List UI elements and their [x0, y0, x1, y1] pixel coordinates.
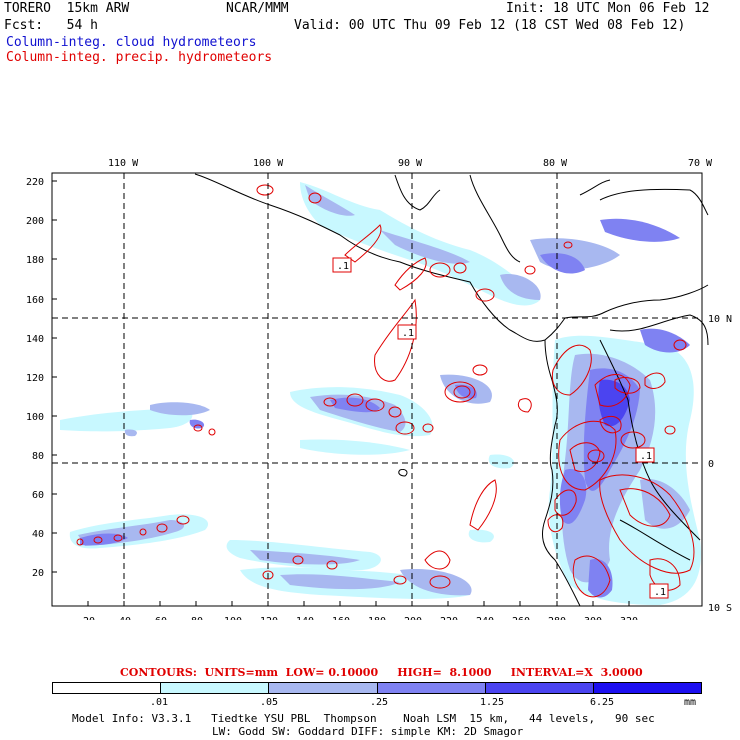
color-bar-units: mm [684, 697, 697, 708]
x-tick-label: 220 [440, 616, 458, 620]
contour-label: .1 [402, 328, 414, 339]
valid-time: Valid: 00 UTC Thu 09 Feb 12 (18 CST Wed … [294, 18, 686, 33]
x-tick-label: 20 [83, 616, 95, 620]
y-tick-label: 180 [26, 255, 44, 266]
coastlines [194, 173, 709, 607]
x-tick-label: 280 [548, 616, 566, 620]
lon-labels: 110 W 100 W 90 W 80 W 70 W [108, 158, 713, 169]
x-tick-label: 100 [224, 616, 242, 620]
lon-label: 90 W [398, 158, 423, 169]
color-bar [52, 682, 702, 694]
lon-label: 70 W [688, 158, 713, 169]
forecast-hour: Fcst: 54 h [4, 18, 98, 33]
lon-label: 110 W [108, 158, 139, 169]
y-tick-label: 80 [32, 451, 44, 462]
contour-label: .1 [337, 261, 349, 272]
contour-label-boxes: .1 .1 .1 .1 [332, 257, 669, 599]
y-tick-label: 200 [26, 216, 44, 227]
color-bar-bin [593, 683, 702, 693]
center-name: NCAR/MMM [226, 1, 289, 16]
lat-label: 10 N [708, 314, 732, 325]
y-tick-label: 120 [26, 373, 44, 384]
x-tick-label: 300 [584, 616, 602, 620]
color-bar-bin [53, 683, 162, 693]
x-tick-label: 160 [332, 616, 350, 620]
color-bar-label: 6.25 [590, 697, 615, 708]
model-info: Model Info: V3.3.1 Tiedtke YSU PBL Thomp… [72, 712, 655, 725]
init-time: Init: 18 UTC Mon 06 Feb 12 [506, 1, 710, 16]
graticule [52, 173, 702, 606]
y-tick-label: 60 [32, 490, 44, 501]
contour-label: .1 [640, 451, 652, 462]
cloud-field-title: Column-integ. cloud hydrometeors [6, 35, 257, 50]
x-tick-label: 180 [368, 616, 386, 620]
x-tick-label: 120 [260, 616, 278, 620]
x-tick-label: 140 [296, 616, 314, 620]
y-tick-label: 220 [26, 177, 44, 188]
contours-info: CONTOURS: UNITS=mm LOW= 0.10000 HIGH= 8.… [120, 666, 643, 679]
model-name: TORERO 15km ARW [4, 1, 130, 16]
lon-label: 80 W [543, 158, 568, 169]
color-bar-label: .01 [150, 697, 169, 708]
color-bar-label: 1.25 [480, 697, 505, 708]
x-ticks: 20 40 60 80 100 120 140 160 180 200 220 … [83, 616, 638, 620]
precip-contours [76, 184, 695, 598]
color-bar-bin [377, 683, 486, 693]
physics-info: LW: Godd SW: Goddard DIFF: simple KM: 2D… [212, 725, 524, 738]
color-bar-bin [269, 683, 378, 693]
x-tick-label: 60 [155, 616, 167, 620]
x-tick-label: 320 [620, 616, 638, 620]
y-tick-label: 160 [26, 295, 44, 306]
color-bar-label: .25 [370, 697, 389, 708]
lon-label: 100 W [253, 158, 284, 169]
precip-field-title: Column-integ. precip. hydrometeors [6, 50, 273, 65]
y-tick-label: 140 [26, 334, 44, 345]
lat-labels: 10 N 0 10 S [708, 314, 732, 614]
x-tick-label: 260 [512, 616, 530, 620]
map-border [51, 172, 703, 607]
cloud-shading [60, 182, 701, 605]
y-tick-label: 100 [26, 412, 44, 423]
x-tick-label: 80 [191, 616, 203, 620]
y-tick-label: 20 [32, 568, 44, 579]
forecast-map: .1 .1 .1 .1 110 W 100 W 90 W 80 W 70 W 1… [26, 158, 732, 620]
x-tick-label: 40 [119, 616, 131, 620]
y-tick-label: 40 [32, 529, 44, 540]
lat-label: 10 S [708, 603, 732, 614]
color-bar-bin [161, 683, 270, 693]
color-bar-label: .05 [260, 697, 279, 708]
contour-label: .1 [654, 587, 666, 598]
y-ticks: 220 200 180 160 140 120 100 80 60 40 20 [26, 177, 44, 579]
y-tick-marks [52, 180, 57, 573]
x-tick-label: 200 [404, 616, 422, 620]
x-tick-marks [87, 601, 630, 606]
lat-label: 0 [708, 459, 714, 470]
x-tick-label: 240 [476, 616, 494, 620]
color-bar-bin [485, 683, 594, 693]
